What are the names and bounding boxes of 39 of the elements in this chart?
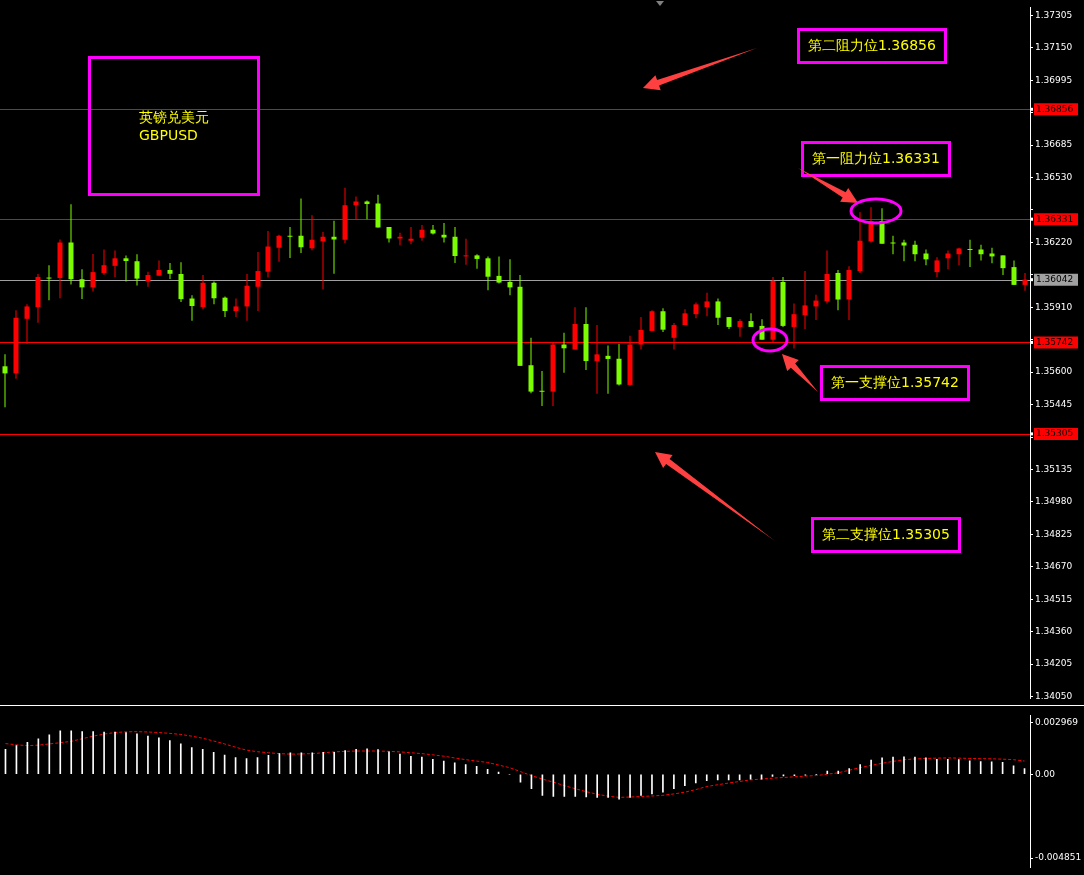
y-tick-label: 0.00 [1035, 768, 1056, 779]
y-tick-label: 1.34515 [1035, 593, 1073, 604]
candlestick [539, 371, 545, 407]
ref-line-label: 1.36042 [1036, 274, 1074, 284]
annotation: 第一支撑位1.35742 [831, 374, 959, 392]
annotation: 第二支撑位1.35305 [822, 526, 950, 544]
y-tick-label: 1.35910 [1035, 301, 1073, 312]
candlestick [967, 239, 973, 268]
y-tick-label: 1.36685 [1035, 139, 1073, 150]
ref-line-label: 1.35305 [1036, 428, 1074, 439]
candlestick [320, 231, 326, 290]
candlestick [605, 345, 611, 394]
annotation: 第二阻力位1.36856 [808, 37, 936, 55]
y-tick-label: 1.37150 [1035, 42, 1073, 53]
candlestick [463, 238, 469, 265]
y-tick-label: 1.34050 [1035, 690, 1073, 701]
candlestick [123, 255, 129, 282]
y-tick-label: 1.37305 [1035, 9, 1073, 20]
y-tick-label: 1.36220 [1035, 236, 1073, 247]
y-tick-label: 1.36530 [1035, 171, 1073, 182]
y-tick-label: 1.35135 [1035, 463, 1073, 474]
y-tick-label: 1.34980 [1035, 496, 1073, 507]
y-tick-label: 1.34825 [1035, 528, 1073, 539]
annotation: 第一阻力位1.36331 [812, 150, 940, 168]
y-tick-label: 1.34670 [1035, 561, 1073, 572]
y-tick-label: 0.002969 [1035, 717, 1079, 728]
y-tick-label: 1.36995 [1035, 74, 1073, 85]
candlestick [46, 265, 52, 301]
ref-line-label: 1.35742 [1036, 336, 1074, 347]
ref-line-label: 1.36331 [1036, 213, 1074, 224]
annotation: 英镑兑美元 GBPUSD [139, 109, 209, 143]
y-tick-label: 1.35600 [1035, 366, 1073, 377]
candlestick [287, 226, 293, 259]
ref-line-label: 1.36856 [1036, 103, 1074, 114]
y-tick-label: 1.34360 [1035, 625, 1073, 636]
y-tick-label: 1.34205 [1035, 658, 1073, 669]
y-tick-label: 1.35445 [1035, 398, 1073, 409]
y-tick-label: -0.004851 [1035, 852, 1082, 863]
line-series [4, 731, 1026, 798]
